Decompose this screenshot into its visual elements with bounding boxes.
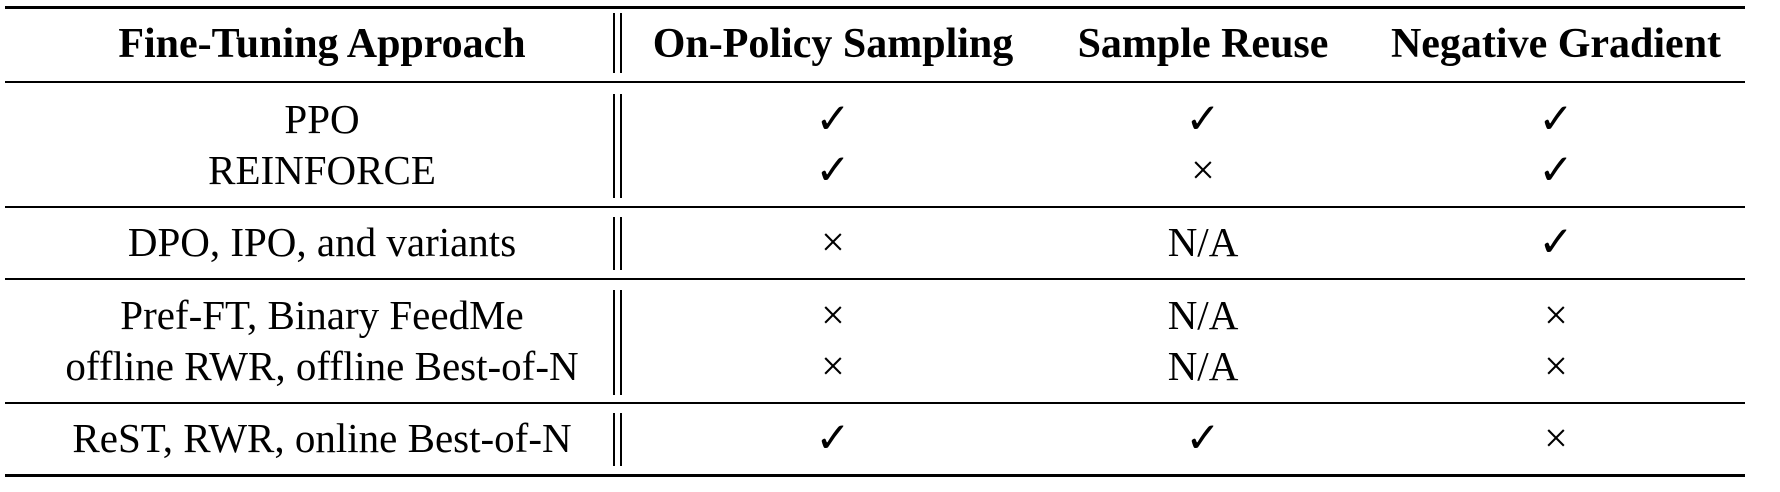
check-mark-icon: ✓: [1538, 220, 1574, 266]
cross-mark-icon: ×: [1191, 148, 1215, 194]
not-applicable-text: N/A: [1167, 292, 1239, 338]
column-divider-group4-right: [620, 413, 622, 466]
bottom-rule: [5, 474, 1745, 477]
table-row-approach: DPO, IPO, and variants: [127, 219, 517, 265]
header-on-policy-sampling: On-Policy Sampling: [652, 21, 1014, 67]
cross-mark-icon: ×: [821, 293, 845, 339]
table-row-approach: PPO: [284, 96, 360, 142]
column-divider-group2-left: [613, 217, 615, 270]
header-fine-tuning-approach: Fine-Tuning Approach: [118, 21, 526, 67]
column-divider-header-left: [613, 13, 615, 73]
check-mark-icon: ✓: [815, 148, 851, 194]
cross-mark-icon: ×: [1544, 416, 1568, 462]
column-divider-group2-right: [620, 217, 622, 270]
not-applicable-text: N/A: [1167, 343, 1239, 389]
check-mark-icon: ✓: [1538, 148, 1574, 194]
table-row-approach: offline RWR, offline Best-of-N: [65, 343, 579, 389]
check-mark-icon: ✓: [815, 97, 851, 143]
table-row-approach: REINFORCE: [208, 147, 436, 193]
table-row-approach: ReST, RWR, online Best-of-N: [72, 415, 572, 461]
check-mark-icon: ✓: [815, 416, 851, 462]
check-mark-icon: ✓: [1185, 97, 1221, 143]
column-divider-group4-left: [613, 413, 615, 466]
cross-mark-icon: ×: [821, 220, 845, 266]
column-divider-group1-left: [613, 94, 615, 198]
column-divider-group1-right: [620, 94, 622, 198]
column-divider-group3-right: [620, 290, 622, 395]
group-rule-3: [5, 402, 1745, 404]
not-applicable-text: N/A: [1167, 219, 1239, 265]
table-row-approach: Pref-FT, Binary FeedMe: [120, 292, 524, 338]
cross-mark-icon: ×: [1544, 293, 1568, 339]
header-rule: [5, 81, 1745, 83]
check-mark-icon: ✓: [1538, 97, 1574, 143]
group-rule-1: [5, 206, 1745, 208]
header-negative-gradient: Negative Gradient: [1390, 21, 1722, 67]
header-sample-reuse: Sample Reuse: [1077, 21, 1329, 67]
group-rule-2: [5, 278, 1745, 280]
check-mark-icon: ✓: [1185, 416, 1221, 462]
cross-mark-icon: ×: [1544, 344, 1568, 390]
top-rule: [5, 6, 1745, 9]
cross-mark-icon: ×: [821, 344, 845, 390]
column-divider-header-right: [620, 13, 622, 73]
column-divider-group3-left: [613, 290, 615, 395]
